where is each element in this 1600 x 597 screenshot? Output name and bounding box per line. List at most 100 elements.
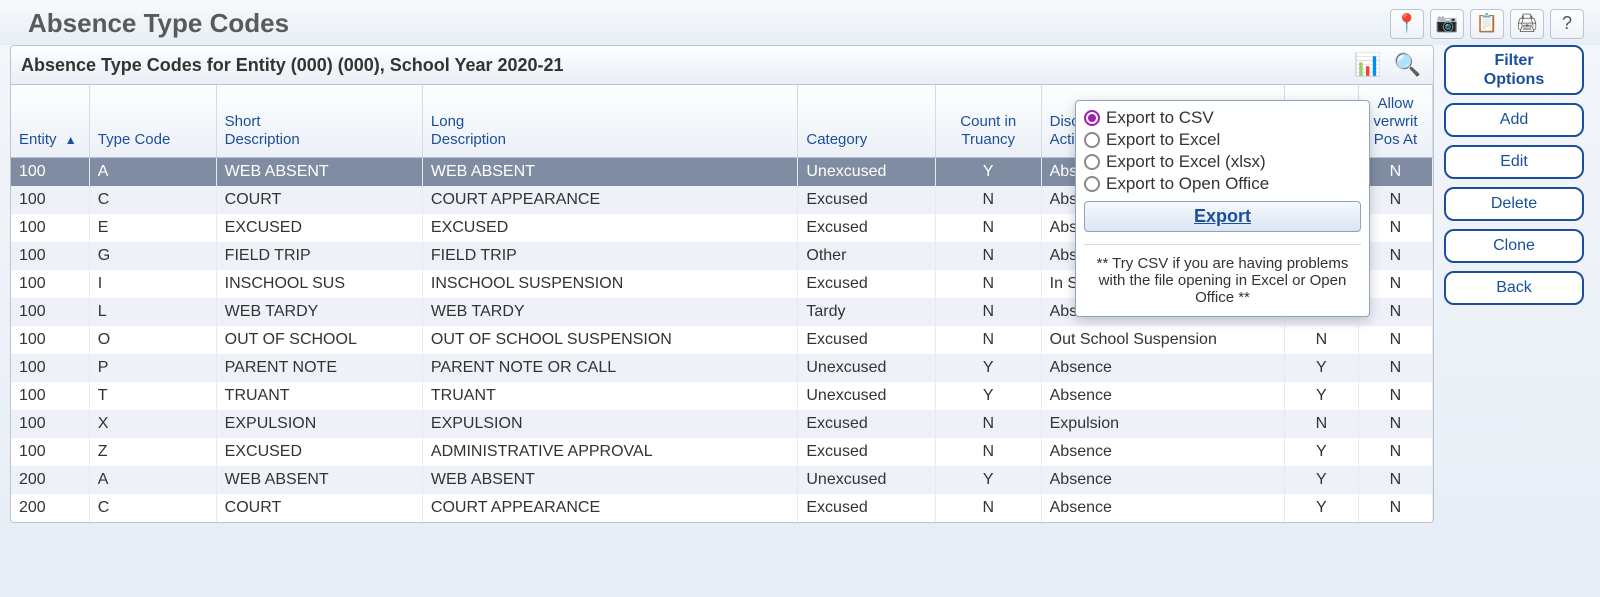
cell-allow1: Y: [1284, 354, 1358, 382]
cell-truancy: N: [935, 186, 1041, 214]
cell-type_code: O: [89, 326, 216, 354]
sort-asc-icon: ▲: [65, 133, 77, 147]
cell-short_desc: INSCHOOL SUS: [216, 270, 422, 298]
cell-discipline: Expulsion: [1041, 410, 1284, 438]
cell-truancy: Y: [935, 354, 1041, 382]
column-header-category[interactable]: Category: [798, 85, 935, 158]
cell-entity: 100: [11, 214, 89, 242]
edit-button[interactable]: Edit: [1444, 145, 1584, 179]
cell-long_desc: OUT OF SCHOOL SUSPENSION: [422, 326, 797, 354]
cell-type_code: Z: [89, 438, 216, 466]
cell-short_desc: PARENT NOTE: [216, 354, 422, 382]
cell-allow1: N: [1284, 410, 1358, 438]
cell-allow1: Y: [1284, 438, 1358, 466]
cell-category: Other: [798, 242, 935, 270]
cell-truancy: Y: [935, 158, 1041, 187]
cell-category: Excused: [798, 214, 935, 242]
table-row[interactable]: 100XEXPULSIONEXPULSIONExcusedNExpulsionN…: [11, 410, 1433, 438]
cell-discipline: Absence: [1041, 466, 1284, 494]
delete-button[interactable]: Delete: [1444, 187, 1584, 221]
cell-discipline: Absence: [1041, 354, 1284, 382]
cell-type_code: A: [89, 158, 216, 187]
export-option[interactable]: Export to Open Office: [1084, 173, 1361, 195]
column-header-entity[interactable]: Entity ▲: [11, 85, 89, 158]
cell-discipline: Absence: [1041, 382, 1284, 410]
cell-long_desc: TRUANT: [422, 382, 797, 410]
table-row[interactable]: 100ZEXCUSEDADMINISTRATIVE APPROVALExcuse…: [11, 438, 1433, 466]
copy-icon[interactable]: 📋: [1470, 9, 1504, 39]
cell-entity: 100: [11, 186, 89, 214]
cell-short_desc: FIELD TRIP: [216, 242, 422, 270]
page-title: Absence Type Codes: [28, 8, 289, 39]
cell-category: Excused: [798, 494, 935, 522]
cell-allow2: N: [1358, 382, 1432, 410]
cell-truancy: N: [935, 410, 1041, 438]
cell-long_desc: WEB ABSENT: [422, 466, 797, 494]
column-header-short_desc[interactable]: ShortDescription: [216, 85, 422, 158]
cell-short_desc: EXPULSION: [216, 410, 422, 438]
back-button[interactable]: Back: [1444, 271, 1584, 305]
cell-category: Unexcused: [798, 466, 935, 494]
cell-category: Excused: [798, 186, 935, 214]
export-option[interactable]: Export to CSV: [1084, 107, 1361, 129]
clone-button[interactable]: Clone: [1444, 229, 1584, 263]
print-icon[interactable]: 🖨: [1510, 9, 1544, 39]
print-preview-icon[interactable]: 🔍: [1394, 52, 1421, 78]
cell-allow2: N: [1358, 410, 1432, 438]
table-row[interactable]: 200AWEB ABSENTWEB ABSENTUnexcusedYAbsenc…: [11, 466, 1433, 494]
export-option-label: Export to Excel: [1106, 130, 1220, 150]
table-row[interactable]: 100PPARENT NOTEPARENT NOTE OR CALLUnexcu…: [11, 354, 1433, 382]
column-header-type_code[interactable]: Type Code: [89, 85, 216, 158]
cell-category: Unexcused: [798, 382, 935, 410]
cell-allow2: N: [1358, 354, 1432, 382]
column-header-truancy[interactable]: Count inTruancy: [935, 85, 1041, 158]
export-button[interactable]: Export: [1084, 201, 1361, 232]
panel-header: Absence Type Codes for Entity (000) (000…: [11, 46, 1433, 85]
cell-truancy: N: [935, 298, 1041, 326]
cell-entity: 100: [11, 410, 89, 438]
cell-category: Excused: [798, 270, 935, 298]
table-row[interactable]: 100OOUT OF SCHOOLOUT OF SCHOOL SUSPENSIO…: [11, 326, 1433, 354]
cell-truancy: N: [935, 438, 1041, 466]
excel-export-icon[interactable]: 📊: [1354, 52, 1381, 78]
cell-type_code: I: [89, 270, 216, 298]
cell-entity: 100: [11, 438, 89, 466]
map-pin-icon[interactable]: 📍: [1390, 9, 1424, 39]
cell-entity: 100: [11, 298, 89, 326]
add-button[interactable]: Add: [1444, 103, 1584, 137]
cell-type_code: C: [89, 186, 216, 214]
cell-short_desc: OUT OF SCHOOL: [216, 326, 422, 354]
export-option[interactable]: Export to Excel: [1084, 129, 1361, 151]
cell-allow1: Y: [1284, 494, 1358, 522]
cell-entity: 200: [11, 494, 89, 522]
export-popup: Export to CSVExport to ExcelExport to Ex…: [1075, 100, 1370, 317]
table-row[interactable]: 200CCOURTCOURT APPEARANCEExcusedNAbsence…: [11, 494, 1433, 522]
camera-icon[interactable]: 📷: [1430, 9, 1464, 39]
cell-long_desc: COURT APPEARANCE: [422, 494, 797, 522]
titlebar: Absence Type Codes 📍📷📋🖨?: [0, 0, 1600, 45]
cell-long_desc: INSCHOOL SUSPENSION: [422, 270, 797, 298]
cell-type_code: L: [89, 298, 216, 326]
cell-entity: 200: [11, 466, 89, 494]
side-actions: FilterOptions Add Edit Delete Clone Back: [1444, 45, 1584, 523]
cell-category: Unexcused: [798, 354, 935, 382]
table-row[interactable]: 100TTRUANTTRUANTUnexcusedYAbsenceYN: [11, 382, 1433, 410]
cell-entity: 100: [11, 354, 89, 382]
export-option-label: Export to Open Office: [1106, 174, 1269, 194]
radio-icon: [1084, 110, 1100, 126]
cell-long_desc: PARENT NOTE OR CALL: [422, 354, 797, 382]
export-option[interactable]: Export to Excel (xlsx): [1084, 151, 1361, 173]
cell-short_desc: WEB ABSENT: [216, 158, 422, 187]
cell-long_desc: COURT APPEARANCE: [422, 186, 797, 214]
export-option-label: Export to Excel (xlsx): [1106, 152, 1266, 172]
column-header-long_desc[interactable]: LongDescription: [422, 85, 797, 158]
cell-allow1: Y: [1284, 466, 1358, 494]
export-options: Export to CSVExport to ExcelExport to Ex…: [1084, 107, 1361, 195]
cell-allow2: N: [1358, 466, 1432, 494]
export-hint: ** Try CSV if you are having problems wi…: [1084, 244, 1361, 306]
cell-entity: 100: [11, 242, 89, 270]
panel-subtitle: Absence Type Codes for Entity (000) (000…: [21, 55, 564, 76]
help-icon[interactable]: ?: [1550, 9, 1584, 39]
filter-options-button[interactable]: FilterOptions: [1444, 45, 1584, 95]
cell-short_desc: COURT: [216, 494, 422, 522]
